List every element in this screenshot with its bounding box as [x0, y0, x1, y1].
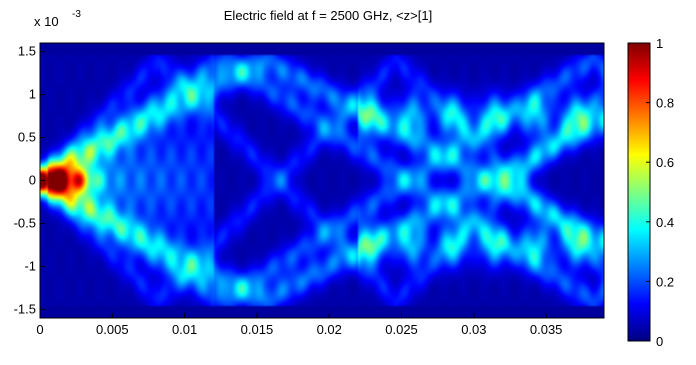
y-scale-exponent: -3 [72, 9, 81, 20]
chart-title: Electric field at f = 2500 GHz, <z>[1] [224, 8, 432, 23]
y-tick-label: -0.5 [14, 215, 36, 230]
y-tick-label: -1.5 [14, 301, 36, 316]
heatmap-image [40, 43, 604, 318]
colorbar-tick-label: 0 [656, 334, 663, 349]
y-tick-label: -1 [24, 258, 36, 273]
x-axis: 0 0.005 0.01 0.015 0.02 0.025 0.03 0.035 [36, 313, 562, 337]
x-tick-label: 0.03 [461, 322, 486, 337]
colorbar-tick-label: 0.4 [656, 215, 674, 230]
colorbar-tick-label: 0.6 [656, 155, 674, 170]
x-tick-label: 0 [36, 322, 43, 337]
x-tick-label: 0.035 [530, 322, 563, 337]
colorbar-tick-label: 1 [656, 36, 663, 51]
y-axis: 1.5 1 0.5 0 -0.5 -1 -1.5 [14, 44, 45, 316]
x-tick-label: 0.01 [172, 322, 197, 337]
x-tick-label: 0.005 [96, 322, 129, 337]
x-tick-label: 0.015 [241, 322, 274, 337]
colorbar [627, 42, 651, 342]
y-tick-label: 1 [29, 87, 36, 102]
y-tick-label: 0.5 [18, 130, 36, 145]
colorbar-tick-label: 0.8 [656, 96, 674, 111]
x-tick-label: 0.025 [385, 322, 418, 337]
colorbar-axis: 1 0.8 0.6 0.4 0.2 0 [646, 36, 674, 349]
y-tick-label: 1.5 [18, 44, 36, 59]
y-scale-base: x 10 [34, 14, 59, 29]
x-tick-label: 0.02 [317, 322, 342, 337]
colorbar-tick-label: 0.2 [656, 274, 674, 289]
y-tick-label: 0 [29, 173, 36, 188]
